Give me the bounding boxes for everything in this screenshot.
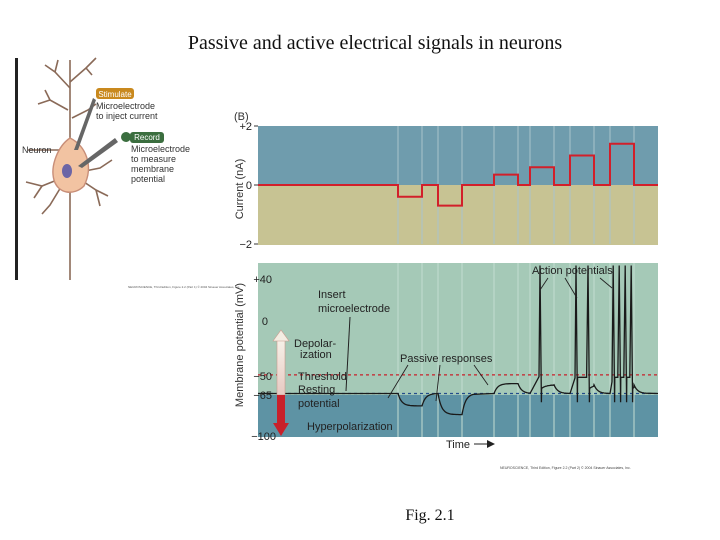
resting-label-2: potential bbox=[298, 398, 340, 410]
insert-pointer bbox=[345, 316, 351, 392]
mem-tick-neg65: −65 bbox=[253, 390, 272, 402]
footer-credit: NEUROSCIENCE, Third Edition, Figure 2.2 … bbox=[500, 466, 631, 470]
slide-title: Passive and active electrical signals in… bbox=[187, 32, 563, 54]
mem-tick-neg50: −50 bbox=[253, 371, 272, 383]
passive-label: Passive responses bbox=[400, 353, 493, 365]
record-desc-2: to measure bbox=[131, 154, 176, 164]
current-bg-negative bbox=[258, 185, 658, 245]
insert-label-2: microelectrode bbox=[318, 303, 390, 315]
record-badge bbox=[130, 132, 164, 143]
hyperpolarization-bar bbox=[277, 395, 285, 425]
depolarization-arrowhead bbox=[272, 329, 290, 342]
stimulate-label: Stimulate bbox=[98, 90, 132, 99]
resting-label-1: Resting bbox=[298, 384, 335, 396]
figure-caption: Fig. 2.1 bbox=[405, 507, 455, 524]
hyperpolarization-label: Hyperpolarization bbox=[307, 421, 393, 433]
threshold-label: Threshold bbox=[298, 371, 347, 383]
record-electrode bbox=[78, 138, 118, 168]
mem-tick-neg100: −100 bbox=[251, 431, 276, 443]
passive-pointer-1 bbox=[387, 364, 409, 399]
membrane-gridlines bbox=[397, 263, 635, 437]
record-dot bbox=[121, 132, 131, 142]
membrane-panel: Membrane potential (mV) +40 0 −50 −65 −1… bbox=[234, 263, 659, 451]
current-trace bbox=[258, 142, 658, 207]
record-desc-1: Microelectrode bbox=[131, 144, 190, 154]
depol-label-2: ization bbox=[300, 349, 332, 361]
stimulate-desc-2: to inject current bbox=[96, 111, 158, 121]
action-label: Action potentials bbox=[532, 265, 613, 277]
current-bg-positive bbox=[258, 126, 658, 185]
image-edge bbox=[15, 58, 18, 280]
action-pointer-1 bbox=[539, 277, 549, 291]
stimulate-desc-1: Microelectrode bbox=[96, 101, 155, 111]
hyperpolarization-arrowhead bbox=[273, 423, 289, 436]
current-panel: (B) Current (nA) +2 0 −2 bbox=[234, 111, 658, 251]
record-desc-4: potential bbox=[131, 174, 165, 184]
current-tick-label-neg: −2 bbox=[239, 239, 252, 251]
current-tick-label-zero: 0 bbox=[246, 180, 252, 192]
neuron-credit: NEUROSCIENCE, Third Edition, Figure 2.2 … bbox=[128, 285, 240, 289]
membrane-ylabel: Membrane potential (mV) bbox=[234, 283, 246, 407]
membrane-bg-upper bbox=[258, 263, 658, 395]
mem-tick-40: +40 bbox=[253, 274, 272, 286]
neuron-label: Neuron bbox=[22, 145, 52, 155]
time-label: Time bbox=[446, 439, 470, 451]
cell-body bbox=[52, 137, 89, 193]
insert-label-1: Insert bbox=[318, 289, 346, 301]
action-pointer-2 bbox=[564, 277, 578, 299]
stimulate-badge bbox=[96, 88, 134, 99]
passive-pointer-2 bbox=[435, 364, 441, 402]
mem-tick-0: 0 bbox=[262, 316, 268, 328]
panel-b-label: (B) bbox=[234, 111, 249, 123]
neuron-diagram: Stimulate Microelectrode to inject curre… bbox=[15, 57, 240, 289]
stimulate-electrode bbox=[74, 98, 96, 150]
depolarization-bar bbox=[276, 336, 286, 396]
action-pointer-3 bbox=[599, 277, 613, 289]
current-tick-label-pos: +2 bbox=[239, 121, 252, 133]
nucleus bbox=[62, 164, 72, 178]
depol-label-1: Depolar- bbox=[294, 338, 337, 350]
record-desc-3: membrane bbox=[131, 164, 174, 174]
passive-pointer-3 bbox=[473, 364, 489, 386]
dendrite-tree bbox=[25, 57, 113, 280]
current-ylabel: Current (nA) bbox=[234, 159, 246, 220]
membrane-bg-lower bbox=[258, 395, 658, 437]
record-label: Record bbox=[134, 133, 160, 142]
